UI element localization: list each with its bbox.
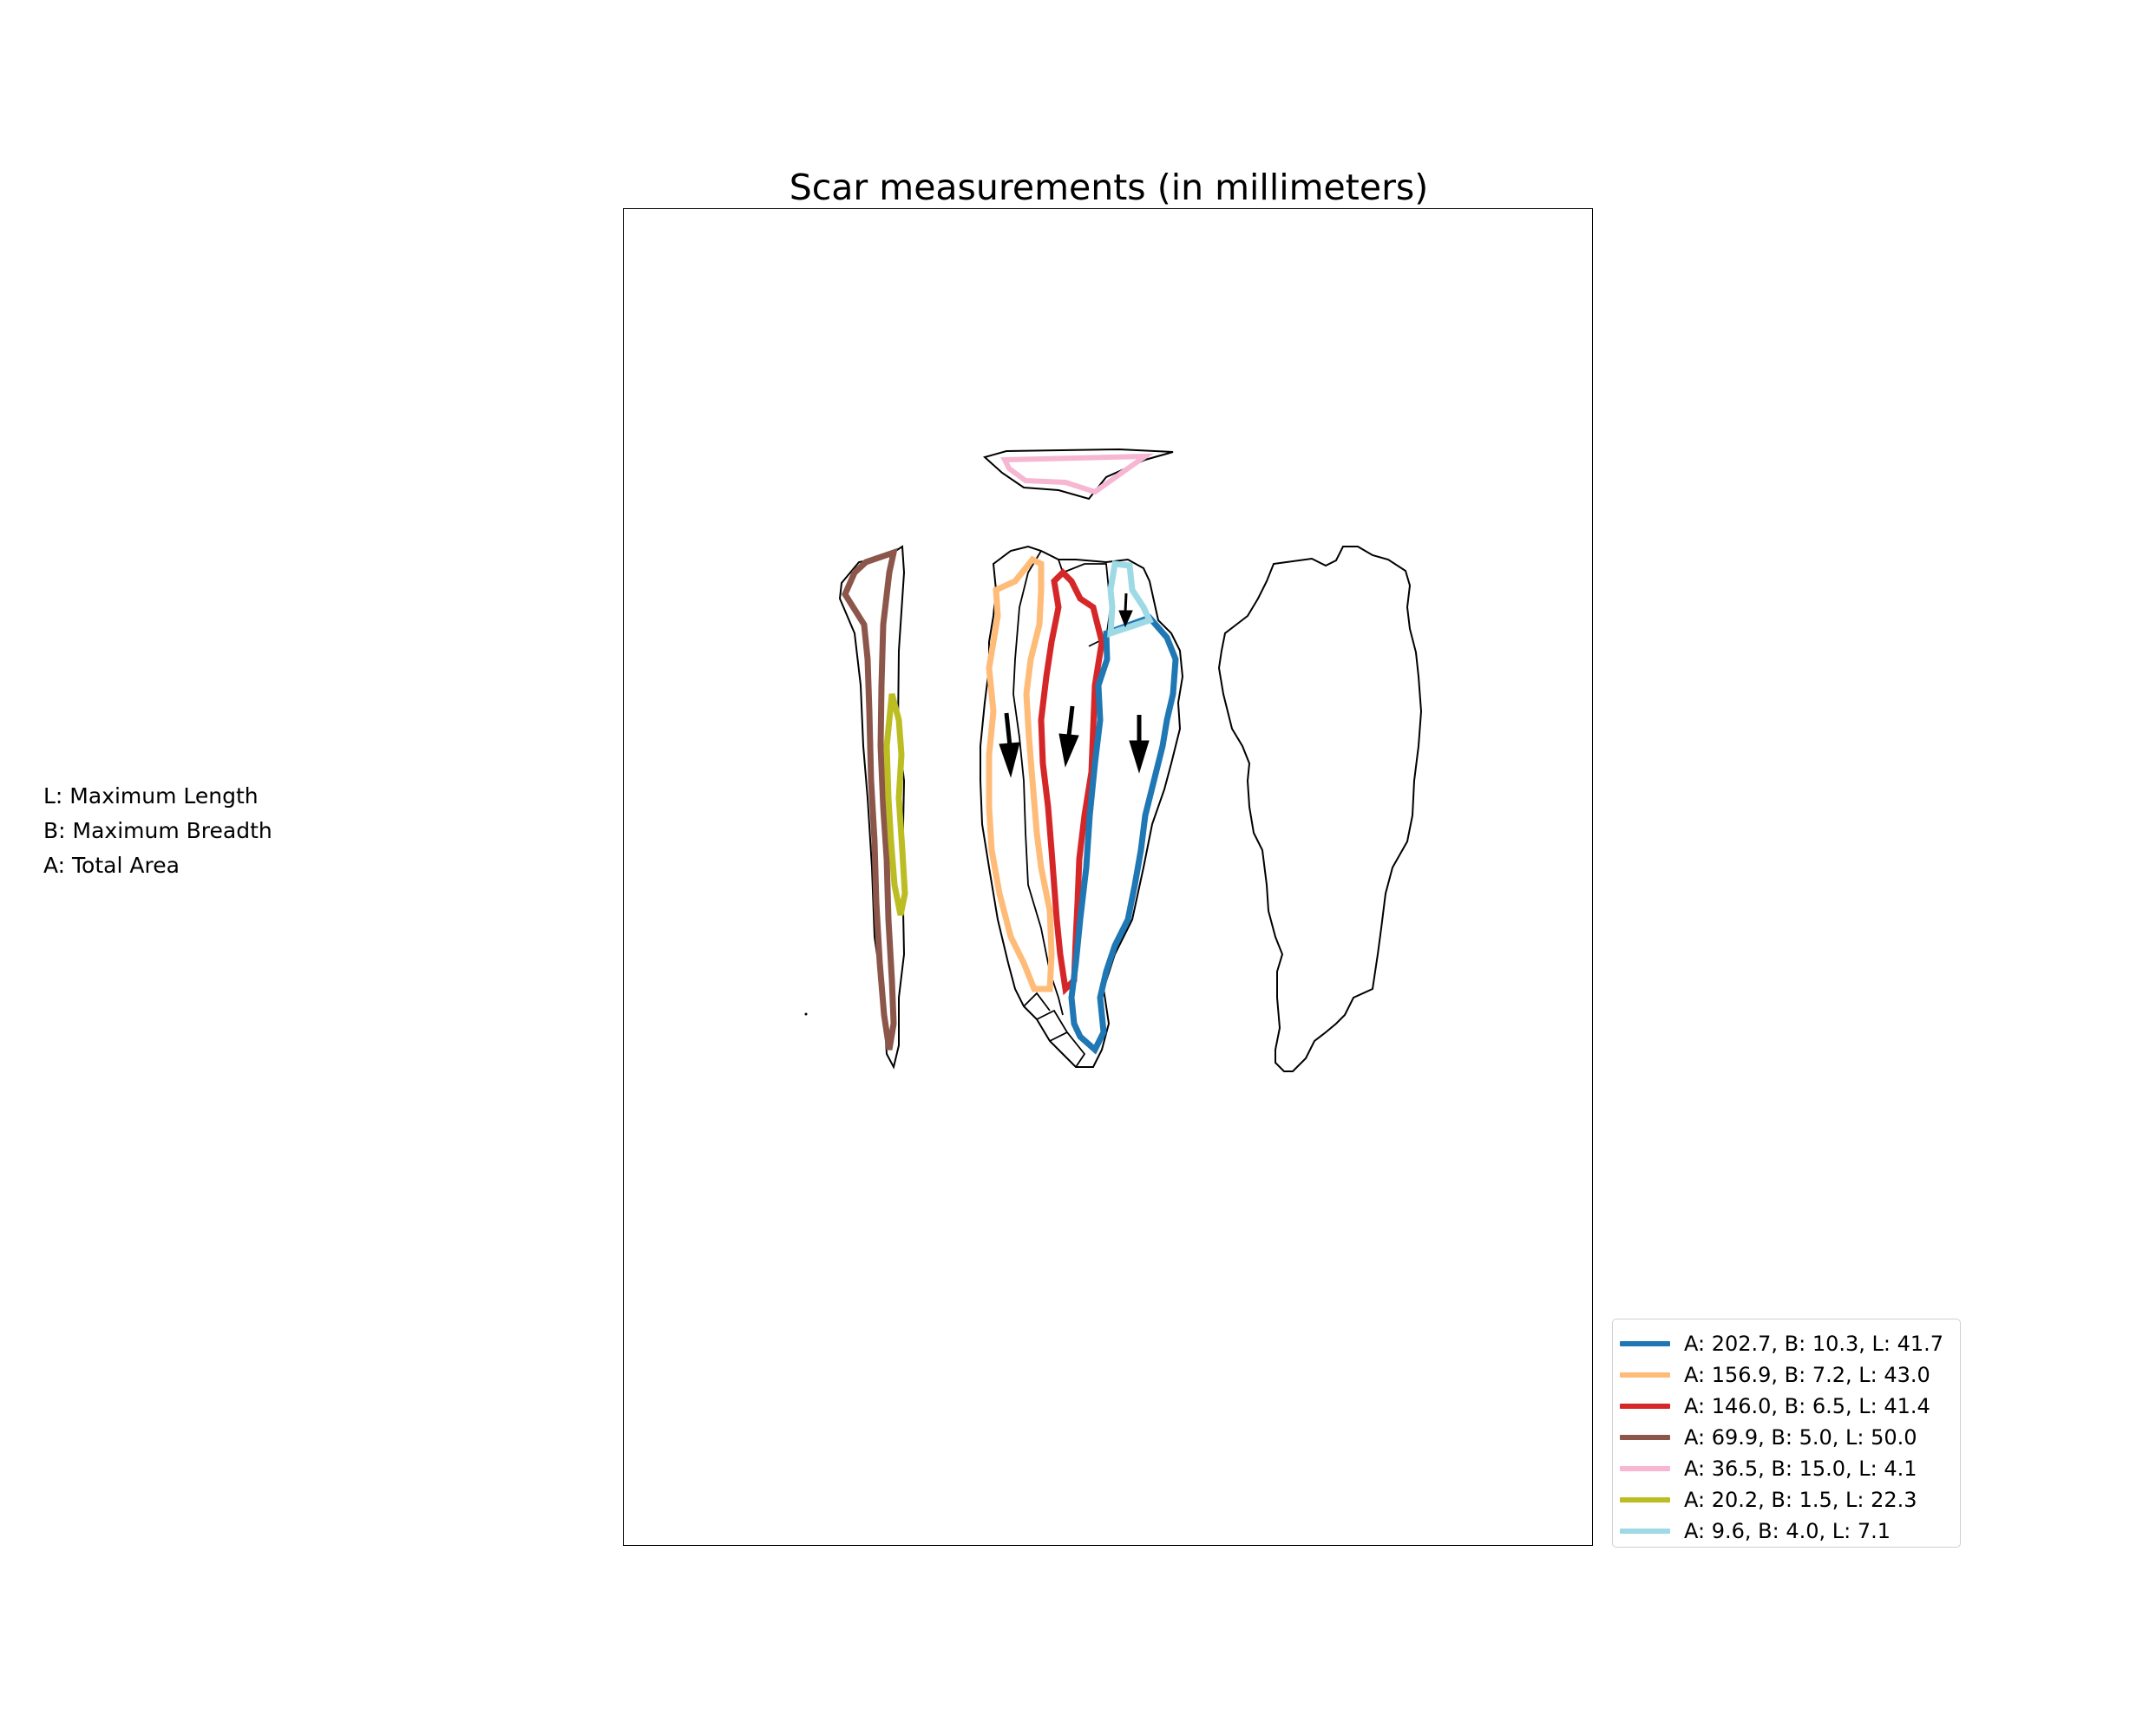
scar-outline-blue <box>1068 613 1179 1055</box>
legend-swatch <box>1620 1529 1670 1534</box>
legend-entry: A: 36.5, B: 15.0, L: 4.1 <box>1613 1453 1917 1484</box>
scar-outline-peach <box>986 555 1055 992</box>
legend-entry: A: 69.9, B: 5.0, L: 50.0 <box>1613 1422 1917 1453</box>
scar-outline-pink <box>1000 453 1154 495</box>
legend-label: A: 36.5, B: 15.0, L: 4.1 <box>1684 1457 1917 1481</box>
chart-title: Scar measurements (in millimeters) <box>789 167 1429 208</box>
measurement-definitions: L: Maximum Length B: Maximum Breadth A: … <box>43 779 272 883</box>
scar-outline-lightblue <box>1107 560 1154 638</box>
direction-arrows <box>999 593 1150 778</box>
legend-label: A: 9.6, B: 4.0, L: 7.1 <box>1684 1519 1891 1543</box>
legend-swatch <box>1620 1435 1670 1440</box>
ventral-outline <box>1217 546 1423 1072</box>
legend-entry: A: 20.2, B: 1.5, L: 22.3 <box>1613 1484 1917 1516</box>
definition-length: L: Maximum Length <box>43 783 259 809</box>
legend-entry: A: 156.9, B: 7.2, L: 43.0 <box>1613 1359 1930 1391</box>
legend-swatch <box>1620 1466 1670 1471</box>
legend-label: A: 69.9, B: 5.0, L: 50.0 <box>1684 1425 1917 1450</box>
legend-entry: A: 9.6, B: 4.0, L: 7.1 <box>1613 1516 1891 1547</box>
scar-outline-olive <box>883 693 908 916</box>
legend-label: A: 20.2, B: 1.5, L: 22.3 <box>1684 1488 1917 1512</box>
scar-outline-red <box>1038 568 1105 996</box>
legend-label: A: 146.0, B: 6.5, L: 41.4 <box>1684 1394 1930 1418</box>
legend-entry: A: 202.7, B: 10.3, L: 41.7 <box>1613 1328 1943 1359</box>
lateral-outline <box>838 545 906 1070</box>
definition-area: A: Total Area <box>43 853 180 878</box>
legend-swatch <box>1620 1372 1670 1378</box>
definition-breadth: B: Maximum Breadth <box>43 818 272 843</box>
legend: A: 202.7, B: 10.3, L: 41.7 A: 156.9, B: … <box>1612 1319 1961 1548</box>
legend-swatch <box>1620 1497 1670 1503</box>
legend-label: A: 202.7, B: 10.3, L: 41.7 <box>1684 1332 1944 1356</box>
legend-swatch <box>1620 1404 1670 1409</box>
scar-outline-brown <box>842 547 898 1051</box>
platform-outline <box>982 448 1174 501</box>
legend-entry: A: 146.0, B: 6.5, L: 41.4 <box>1613 1391 1930 1422</box>
legend-label: A: 156.9, B: 7.2, L: 43.0 <box>1684 1363 1930 1387</box>
legend-swatch <box>1620 1341 1670 1346</box>
drawing-frame <box>623 208 1593 1546</box>
